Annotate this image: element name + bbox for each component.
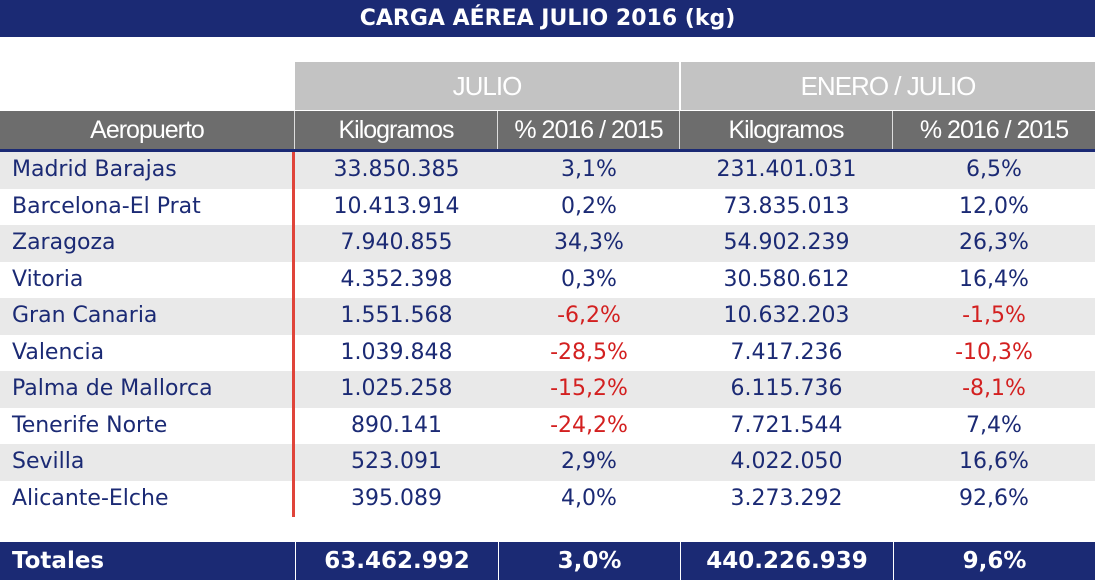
cell-kg-julio: 1.039.848 — [340, 339, 453, 365]
cell-kg-julio: 890.141 — [351, 412, 442, 438]
table-row: Vitoria 4.352.398 0,3% 30.580.612 16,4% — [0, 262, 1095, 299]
group-header-julio: JULIO — [295, 62, 679, 110]
cell-airport: Alicante-Elche — [12, 485, 169, 511]
col-header-pct-julio: % 2016 / 2015 — [498, 111, 680, 149]
group-header-enero-julio: ENERO / JULIO — [681, 62, 1095, 110]
cell-kg-julio: 1.551.568 — [340, 303, 453, 328]
cell-kg-julio: 7.940.855 — [340, 230, 453, 255]
cell-pct-julio: 34,3% — [554, 230, 624, 255]
cell-pct-ytd: -8,1% — [962, 376, 1026, 401]
cell-airport: Barcelona-El Prat — [12, 193, 201, 219]
cell-airport: Palma de Mallorca — [12, 376, 213, 401]
cell-pct-ytd: 92,6% — [959, 485, 1029, 511]
cell-kg-ytd: 231.401.031 — [716, 157, 857, 182]
cell-kg-ytd: 30.580.612 — [723, 266, 850, 292]
cell-pct-julio: -28,5% — [550, 339, 628, 365]
cell-airport: Madrid Barajas — [12, 157, 177, 182]
cell-kg-julio: 33.850.385 — [333, 157, 460, 182]
totals-kg-ytd: 440.226.939 — [680, 542, 893, 580]
table-row: Alicante-Elche 395.089 4,0% 3.273.292 92,6% — [0, 481, 1095, 518]
cell-pct-ytd: -10,3% — [955, 339, 1033, 365]
totals-label: Totales — [12, 548, 105, 574]
cell-airport: Gran Canaria — [12, 303, 158, 328]
cell-pct-julio: -24,2% — [550, 412, 628, 438]
table-row: Madrid Barajas 33.850.385 3,1% 231.401.031 6… — [0, 152, 1095, 189]
cell-kg-ytd: 3.273.292 — [730, 485, 843, 511]
cell-airport: Valencia — [12, 339, 105, 365]
col-header-kg-ytd: Kilogramos — [680, 111, 893, 149]
cell-pct-julio: 4,0% — [561, 485, 617, 511]
cell-kg-ytd: 7.417.236 — [730, 339, 843, 365]
cell-kg-julio: 1.025.258 — [340, 376, 453, 401]
cell-pct-ytd: 6,5% — [966, 157, 1022, 182]
cell-pct-ytd: 7,4% — [966, 412, 1022, 438]
cell-airport: Zaragoza — [12, 230, 116, 255]
cell-pct-julio: -6,2% — [557, 303, 621, 328]
cell-pct-julio: 3,1% — [561, 157, 617, 182]
cell-kg-julio: 4.352.398 — [340, 266, 453, 292]
cell-pct-julio: -15,2% — [550, 376, 628, 401]
col-header-aeropuerto: Aeropuerto — [0, 111, 295, 149]
cell-kg-ytd: 73.835.013 — [723, 193, 850, 219]
totals-pct-ytd: 9,6% — [893, 542, 1095, 580]
cell-kg-ytd: 4.022.050 — [730, 449, 843, 474]
cell-pct-ytd: 26,3% — [959, 230, 1029, 255]
cell-pct-ytd: 16,4% — [959, 266, 1029, 292]
totals-row: Totales 63.462.992 3,0% 440.226.939 9,6% — [0, 542, 1095, 580]
table-row: Tenerife Norte 890.141 -24,2% 7.721.544 7,4% — [0, 408, 1095, 445]
cell-pct-julio: 0,3% — [561, 266, 617, 292]
col-header-kg-julio: Kilogramos — [295, 111, 498, 149]
totals-pct-julio: 3,0% — [498, 542, 680, 580]
table-row: Zaragoza 7.940.855 34,3% 54.902.239 26,3% — [0, 225, 1095, 262]
cell-pct-julio: 2,9% — [561, 449, 617, 474]
table-row: Sevilla 523.091 2,9% 4.022.050 16,6% — [0, 444, 1095, 481]
totals-kg-julio: 63.462.992 — [295, 542, 498, 580]
column-divider — [292, 152, 295, 517]
col-header-pct-ytd: % 2016 / 2015 — [893, 111, 1095, 149]
cell-airport: Tenerife Norte — [12, 412, 168, 438]
table-row: Valencia 1.039.848 -28,5% 7.417.236 -10,3% — [0, 335, 1095, 372]
table-title: CARGA AÉREA JULIO 2016 (kg) — [0, 0, 1095, 37]
cell-airport: Vitoria — [12, 266, 84, 292]
table-row: Barcelona-El Prat 10.413.914 0,2% 73.835.01… — [0, 189, 1095, 226]
table-row: Palma de Mallorca 1.025.258 -15,2% 6.115.73… — [0, 371, 1095, 408]
cell-pct-ytd: 16,6% — [959, 449, 1029, 474]
header-divider — [0, 149, 1095, 152]
cell-kg-julio: 10.413.914 — [333, 193, 460, 219]
cell-pct-ytd: 12,0% — [959, 193, 1029, 219]
cell-kg-ytd: 6.115.736 — [730, 376, 843, 401]
cell-kg-ytd: 7.721.544 — [730, 412, 843, 438]
table-row: Gran Canaria 1.551.568 -6,2% 10.632.203 -1,5… — [0, 298, 1095, 335]
cell-airport: Sevilla — [12, 449, 85, 474]
cell-kg-ytd: 54.902.239 — [723, 230, 850, 255]
cell-pct-ytd: -1,5% — [962, 303, 1026, 328]
cell-pct-julio: 0,2% — [561, 193, 617, 219]
cell-kg-julio: 523.091 — [351, 449, 442, 474]
cell-kg-ytd: 10.632.203 — [723, 303, 850, 328]
cell-kg-julio: 395.089 — [351, 485, 442, 511]
